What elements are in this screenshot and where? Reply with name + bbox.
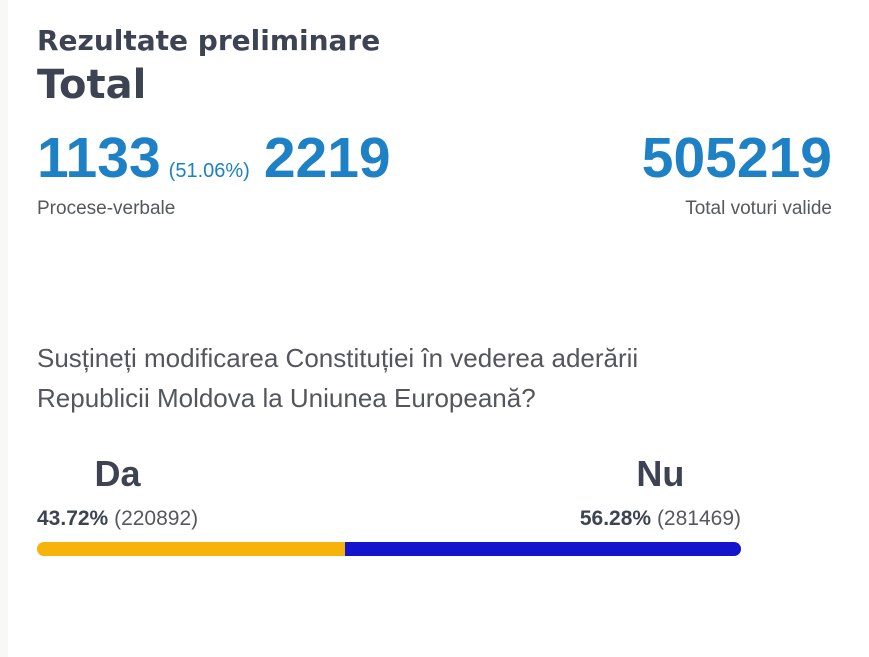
protocols-label: Procese-verbale <box>37 198 176 220</box>
referendum-question: Susțineți modificarea Constituției în ve… <box>37 343 639 414</box>
page-left-edge <box>0 0 8 657</box>
answer-no-stats: 56.28% (281469) <box>580 507 741 531</box>
valid-votes-stat: 505219 Total voturi valide <box>642 130 832 220</box>
answer-yes: Da 43.72% (220892) <box>37 456 198 531</box>
results-bar-no-segment <box>344 542 741 557</box>
answer-no: Nu 56.28% (281469) <box>580 456 741 531</box>
protocols-total: 2219 <box>263 126 391 191</box>
stats-row: 1133 (51.06%) 2219 Procese-verbale 50521… <box>37 130 832 220</box>
protocols-stat: 1133 (51.06%) 2219 Procese-verbale <box>37 130 391 220</box>
answer-yes-votes: (220892) <box>114 507 199 531</box>
answer-yes-stats: 43.72% (220892) <box>37 507 198 531</box>
protocols-counted: 1133 <box>37 126 161 191</box>
answer-yes-percent: 43.72% <box>37 507 109 531</box>
results-bar <box>37 542 741 557</box>
answers-block: Da 43.72% (220892) Nu 56.28% (281469) <box>37 456 741 557</box>
page-title: Rezultate preliminare <box>37 24 381 57</box>
answer-no-votes: (281469) <box>656 507 741 531</box>
total-heading: Total <box>37 62 147 109</box>
valid-votes-value: 505219 <box>641 126 832 191</box>
answer-no-percent: 56.28% <box>579 507 652 531</box>
answer-no-label: Nu <box>636 453 685 495</box>
results-bar-yes-segment <box>37 542 345 557</box>
answer-yes-label: Da <box>94 453 141 495</box>
results-content: Rezultate preliminare Total 1133 (51.06%… <box>37 24 832 557</box>
protocols-numbers: 1133 (51.06%) 2219 <box>37 130 391 187</box>
valid-votes-label: Total voturi valide <box>685 198 832 220</box>
answers-row: Da 43.72% (220892) Nu 56.28% (281469) <box>37 456 741 531</box>
protocols-percent: (51.06%) <box>168 160 250 183</box>
